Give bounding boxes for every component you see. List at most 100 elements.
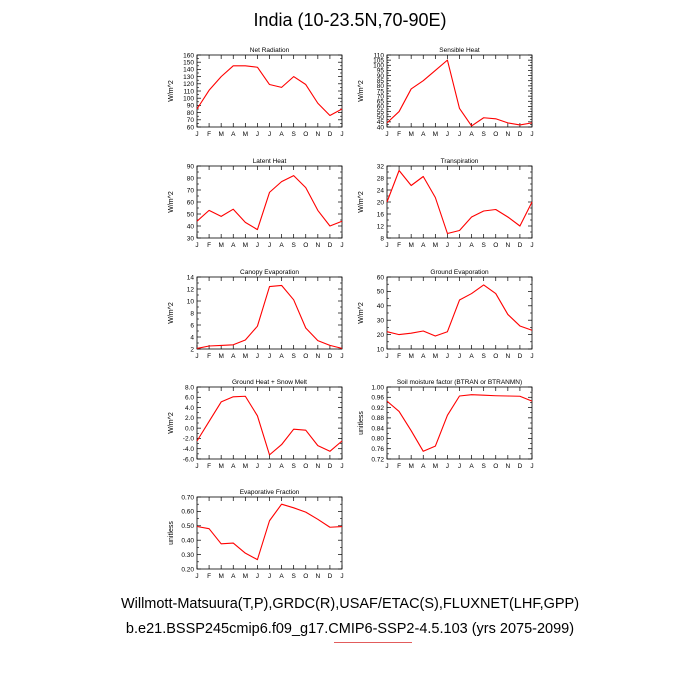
y-tick-label: 2.0 — [185, 415, 194, 422]
x-tick-label: A — [421, 353, 426, 360]
x-tick-label: M — [243, 573, 248, 580]
x-tick-label: J — [458, 353, 461, 360]
y-tick-label: 12 — [187, 286, 195, 293]
x-tick-label: J — [195, 573, 198, 580]
x-tick-label: F — [397, 353, 401, 360]
y-tick-label: 6 — [190, 322, 194, 329]
x-tick-label: J — [256, 463, 259, 470]
y-tick-label: 70 — [187, 187, 195, 194]
x-tick-label: N — [505, 463, 510, 470]
x-tick-label: J — [195, 131, 198, 138]
x-tick-label: J — [256, 353, 259, 360]
y-tick-label: 0.20 — [181, 566, 194, 573]
x-tick-label: J — [458, 131, 461, 138]
y-tick-label: 100 — [373, 63, 384, 70]
x-tick-label: F — [207, 242, 211, 249]
chart-title: Net Radiation — [250, 47, 290, 54]
x-tick-label: A — [421, 131, 426, 138]
x-tick-label: A — [279, 242, 284, 249]
x-tick-label: J — [458, 463, 461, 470]
y-tick-label: 0.70 — [181, 494, 194, 501]
x-tick-label: S — [291, 573, 296, 580]
x-tick-label: D — [328, 573, 333, 580]
plot-frame — [196, 496, 343, 570]
y-tick-label: 10 — [187, 298, 195, 305]
x-tick-label: J — [530, 242, 533, 249]
y-tick-label: 40 — [377, 303, 385, 310]
y-tick-label: 0.84 — [371, 425, 384, 432]
y-tick-label: 0.60 — [181, 509, 194, 516]
x-tick-label: D — [518, 463, 523, 470]
y-tick-label: 90 — [187, 103, 195, 110]
y-tick-label: 20 — [377, 199, 385, 206]
plot-frame — [386, 165, 533, 239]
x-tick-label: A — [231, 242, 236, 249]
x-tick-label: M — [243, 463, 248, 470]
chart-panel-1: Net Radiation 607080901001101201301401501… — [168, 47, 344, 138]
x-tick-label: J — [446, 463, 449, 470]
x-tick-label: F — [207, 463, 211, 470]
x-tick-label: J — [256, 131, 259, 138]
x-tick-label: A — [231, 353, 236, 360]
x-tick-label: J — [268, 573, 271, 580]
y-tick-label: 0.50 — [181, 523, 194, 530]
y-tick-label: 70 — [377, 93, 385, 100]
x-tick-label: J — [340, 353, 343, 360]
y-tick-label: 110 — [374, 52, 385, 59]
x-tick-label: S — [291, 353, 296, 360]
x-tick-label: A — [469, 131, 474, 138]
x-tick-label: J — [446, 242, 449, 249]
plot-frame — [386, 386, 533, 460]
series-line — [196, 284, 343, 349]
y-axis-label: W/m^2 — [358, 302, 365, 324]
x-tick-label: A — [421, 242, 426, 249]
y-tick-label: 60 — [377, 274, 385, 281]
x-tick-label: S — [291, 463, 296, 470]
plot-frame — [196, 54, 343, 128]
x-tick-label: J — [256, 242, 259, 249]
y-tick-label: 45 — [377, 119, 385, 126]
x-tick-label: A — [279, 573, 284, 580]
x-tick-label: J — [195, 463, 198, 470]
x-tick-label: A — [231, 463, 236, 470]
x-tick-label: D — [328, 131, 333, 138]
chart-title: Ground Evaporation — [430, 269, 489, 276]
x-tick-label: S — [481, 353, 486, 360]
x-tick-label: F — [397, 463, 401, 470]
chart-title: Latent Heat — [253, 158, 287, 165]
x-tick-label: M — [433, 463, 438, 470]
x-tick-label: D — [328, 353, 333, 360]
y-tick-label: 50 — [377, 114, 385, 121]
x-tick-label: F — [207, 131, 211, 138]
y-tick-label: 140 — [183, 67, 194, 74]
x-tick-label: J — [458, 242, 461, 249]
y-tick-label: 100 — [183, 96, 194, 103]
footer-case-name: b.e21.BSSP245cmip6.f09_g17.CMIP6-SSP2-4.… — [125, 621, 575, 637]
x-tick-label: N — [315, 573, 320, 580]
x-tick-label: D — [518, 131, 523, 138]
y-tick-label: 110 — [184, 88, 195, 95]
x-tick-label: J — [530, 353, 533, 360]
y-tick-label: 0.88 — [371, 415, 384, 422]
x-tick-label: M — [243, 131, 248, 138]
x-tick-label: S — [481, 131, 486, 138]
x-tick-label: O — [493, 242, 498, 249]
x-tick-label: D — [328, 242, 333, 249]
y-tick-label: 70 — [187, 117, 195, 124]
series-line — [196, 503, 343, 561]
x-tick-label: O — [493, 353, 498, 360]
x-tick-label: O — [303, 463, 308, 470]
x-tick-label: J — [340, 573, 343, 580]
x-tick-label: J — [385, 353, 388, 360]
x-tick-label: J — [340, 242, 343, 249]
x-tick-label: J — [446, 353, 449, 360]
chart-title: Canopy Evaporation — [240, 269, 299, 276]
y-tick-label: 30 — [377, 318, 385, 325]
y-tick-label: -4.0 — [183, 446, 195, 453]
y-tick-label: 80 — [187, 110, 195, 117]
y-tick-label: 20 — [377, 332, 385, 339]
x-tick-label: M — [433, 353, 438, 360]
